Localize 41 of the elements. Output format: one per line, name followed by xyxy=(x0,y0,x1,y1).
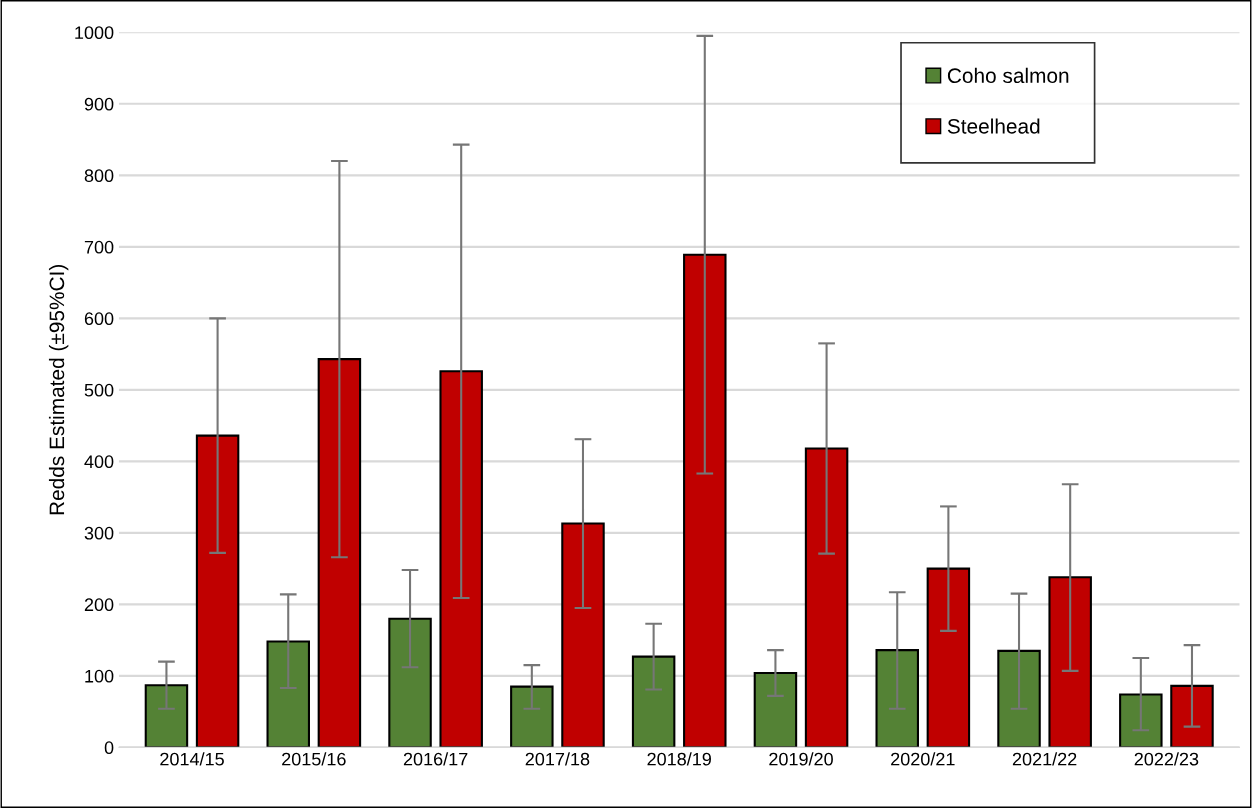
bar xyxy=(875,649,919,748)
bar xyxy=(510,685,554,748)
x-tick-label: 2014/15 xyxy=(160,752,224,766)
bar xyxy=(753,671,798,748)
legend-label: Steelhead xyxy=(947,118,1040,134)
y-tick-label: 900 xyxy=(84,97,114,111)
x-tick-label: 2019/20 xyxy=(769,752,833,766)
x-tick-label: 2021/22 xyxy=(1012,752,1077,766)
y-tick-label: 200 xyxy=(84,598,114,612)
y-tick-label: 0 xyxy=(104,741,114,755)
y-tick-label: 500 xyxy=(84,383,114,397)
y-axis-title: Redds Estimated (±95%CI) xyxy=(48,265,69,515)
y-tick-label: 300 xyxy=(84,526,114,540)
bar xyxy=(317,358,362,748)
bar xyxy=(195,434,240,748)
y-tick-label: 1000 xyxy=(75,26,114,40)
bar xyxy=(561,522,605,748)
x-tick-label: 2022/23 xyxy=(1134,752,1199,766)
bar xyxy=(683,253,727,748)
bar xyxy=(1119,693,1163,748)
y-tick-label: 100 xyxy=(85,669,114,683)
y-tick-label: 600 xyxy=(84,312,114,326)
y-tick-label: 800 xyxy=(84,169,114,183)
bar xyxy=(266,640,310,748)
bar xyxy=(439,370,483,748)
x-tick-label: 2020/21 xyxy=(891,752,955,766)
x-tick-label: 2017/18 xyxy=(525,752,590,766)
bar xyxy=(388,617,432,748)
bar xyxy=(926,567,971,748)
bar xyxy=(1048,576,1092,748)
bar xyxy=(631,655,676,748)
bar xyxy=(997,649,1041,748)
legend-label: Coho salmon xyxy=(947,67,1069,84)
bar xyxy=(804,447,849,748)
x-tick-label: 2018/19 xyxy=(647,752,711,766)
y-tick-label: 400 xyxy=(84,455,114,469)
bar xyxy=(144,684,189,748)
x-tick-label: 2015/16 xyxy=(282,752,346,766)
y-tick-label: 700 xyxy=(84,240,114,254)
x-tick-label: 2016/17 xyxy=(403,752,468,766)
bar xyxy=(1170,684,1214,748)
